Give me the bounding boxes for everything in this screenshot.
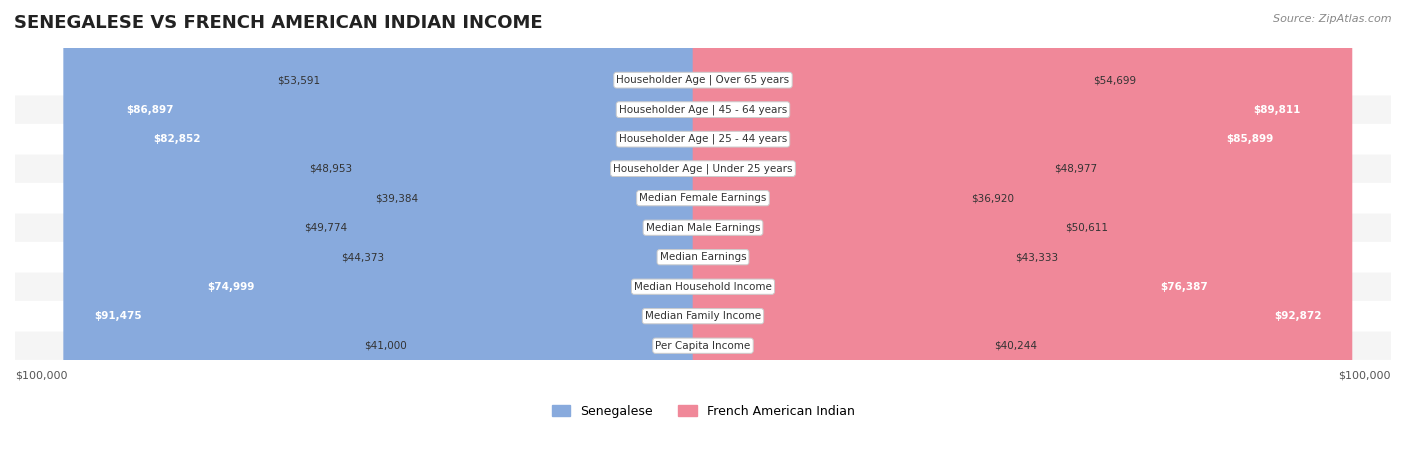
FancyBboxPatch shape [15, 155, 1391, 183]
FancyBboxPatch shape [693, 0, 1011, 467]
FancyBboxPatch shape [15, 243, 1391, 271]
FancyBboxPatch shape [693, 0, 1353, 467]
Text: $89,811: $89,811 [1253, 105, 1301, 115]
FancyBboxPatch shape [15, 332, 1391, 360]
FancyBboxPatch shape [350, 0, 713, 467]
Text: $100,000: $100,000 [15, 371, 67, 381]
Text: $54,699: $54,699 [1092, 75, 1136, 85]
FancyBboxPatch shape [15, 184, 1391, 212]
Text: Householder Age | Under 25 years: Householder Age | Under 25 years [613, 163, 793, 174]
FancyBboxPatch shape [177, 0, 713, 467]
Text: $85,899: $85,899 [1226, 134, 1274, 144]
Text: $53,591: $53,591 [277, 75, 321, 85]
Text: $39,384: $39,384 [375, 193, 418, 203]
FancyBboxPatch shape [693, 0, 1239, 467]
Text: Median Male Earnings: Median Male Earnings [645, 223, 761, 233]
FancyBboxPatch shape [15, 213, 1391, 242]
FancyBboxPatch shape [693, 0, 1050, 467]
FancyBboxPatch shape [94, 0, 713, 467]
Text: SENEGALESE VS FRENCH AMERICAN INDIAN INCOME: SENEGALESE VS FRENCH AMERICAN INDIAN INC… [14, 14, 543, 32]
Text: $100,000: $100,000 [1339, 371, 1391, 381]
FancyBboxPatch shape [356, 0, 713, 467]
FancyBboxPatch shape [15, 66, 1391, 94]
Text: $36,920: $36,920 [970, 193, 1014, 203]
Legend: Senegalese, French American Indian: Senegalese, French American Indian [547, 400, 859, 423]
Text: $41,000: $41,000 [364, 341, 408, 351]
Text: $82,852: $82,852 [153, 134, 201, 144]
FancyBboxPatch shape [323, 0, 713, 467]
FancyBboxPatch shape [63, 0, 713, 467]
Text: Median Family Income: Median Family Income [645, 311, 761, 321]
Text: $43,333: $43,333 [1015, 252, 1059, 262]
FancyBboxPatch shape [693, 0, 1090, 467]
Text: $74,999: $74,999 [208, 282, 254, 292]
FancyBboxPatch shape [693, 0, 1305, 467]
Text: $48,953: $48,953 [309, 163, 353, 174]
Text: Median Female Earnings: Median Female Earnings [640, 193, 766, 203]
FancyBboxPatch shape [388, 0, 713, 467]
FancyBboxPatch shape [693, 0, 967, 467]
Text: $49,774: $49,774 [304, 223, 347, 233]
Text: Median Household Income: Median Household Income [634, 282, 772, 292]
FancyBboxPatch shape [693, 0, 1331, 467]
Text: $76,387: $76,387 [1160, 282, 1208, 292]
FancyBboxPatch shape [122, 0, 713, 467]
Text: Source: ZipAtlas.com: Source: ZipAtlas.com [1274, 14, 1392, 24]
Text: Per Capita Income: Per Capita Income [655, 341, 751, 351]
Text: $44,373: $44,373 [340, 252, 384, 262]
FancyBboxPatch shape [15, 273, 1391, 301]
Text: $91,475: $91,475 [94, 311, 142, 321]
FancyBboxPatch shape [411, 0, 713, 467]
Text: $92,872: $92,872 [1274, 311, 1322, 321]
FancyBboxPatch shape [422, 0, 713, 467]
Text: Householder Age | Over 65 years: Householder Age | Over 65 years [616, 75, 790, 85]
FancyBboxPatch shape [15, 302, 1391, 330]
FancyBboxPatch shape [693, 0, 990, 467]
Text: Householder Age | 25 - 44 years: Householder Age | 25 - 44 years [619, 134, 787, 144]
Text: Householder Age | 45 - 64 years: Householder Age | 45 - 64 years [619, 105, 787, 115]
Text: $86,897: $86,897 [125, 105, 173, 115]
Text: Median Earnings: Median Earnings [659, 252, 747, 262]
Text: $48,977: $48,977 [1053, 163, 1097, 174]
Text: $40,244: $40,244 [994, 341, 1036, 351]
FancyBboxPatch shape [15, 125, 1391, 153]
FancyBboxPatch shape [693, 0, 1062, 467]
FancyBboxPatch shape [15, 95, 1391, 124]
Text: $50,611: $50,611 [1064, 223, 1108, 233]
